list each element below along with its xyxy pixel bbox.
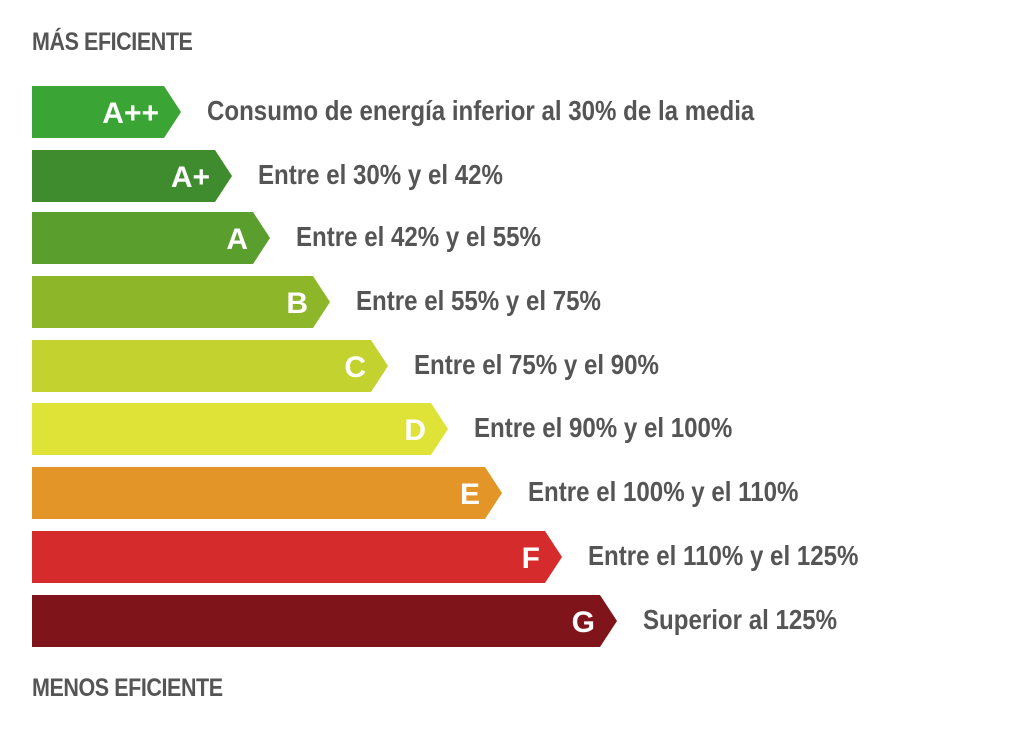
energy-class-description: Entre el 30% y el 42%: [258, 159, 503, 190]
energy-grade-label: G: [571, 606, 595, 639]
energy-class-description: Consumo de energía inferior al 30% de la…: [207, 95, 755, 126]
most-efficient-label: MÁS EFICIENTE: [32, 28, 193, 56]
energy-arrow-bar: [32, 531, 562, 583]
energy-class-description: Entre el 42% y el 55%: [296, 221, 541, 252]
energy-class-description: Entre el 55% y el 75%: [356, 285, 601, 316]
energy-grade-label: E: [459, 478, 480, 511]
energy-arrow-bar: [32, 150, 232, 202]
energy-arrow-bar: [32, 595, 617, 647]
energy-grade-label: A++: [102, 97, 159, 130]
energy-arrow-bar: [32, 467, 502, 519]
energy-grade-label: A: [226, 223, 248, 256]
energy-class-description: Entre el 75% y el 90%: [414, 349, 659, 380]
energy-arrow-bar: [32, 212, 270, 264]
energy-arrow-bar: [32, 276, 330, 328]
energy-class-description: Entre el 90% y el 100%: [474, 412, 733, 443]
energy-class-description: Entre el 100% y el 110%: [528, 476, 799, 507]
energy-grade-label: F: [521, 542, 540, 575]
energy-arrow-bar: [32, 340, 388, 392]
energy-grade-label: B: [286, 287, 308, 320]
energy-arrow-bar: [32, 403, 448, 455]
energy-arrow-bar: [32, 86, 181, 138]
energy-grade-label: D: [404, 414, 426, 447]
energy-class-description: Superior al 125%: [643, 604, 838, 635]
energy-grade-label: A+: [170, 161, 210, 194]
energy-class-description: Entre el 110% y el 125%: [588, 540, 859, 571]
least-efficient-label: MENOS EFICIENTE: [32, 674, 223, 702]
energy-grade-label: C: [344, 351, 366, 384]
